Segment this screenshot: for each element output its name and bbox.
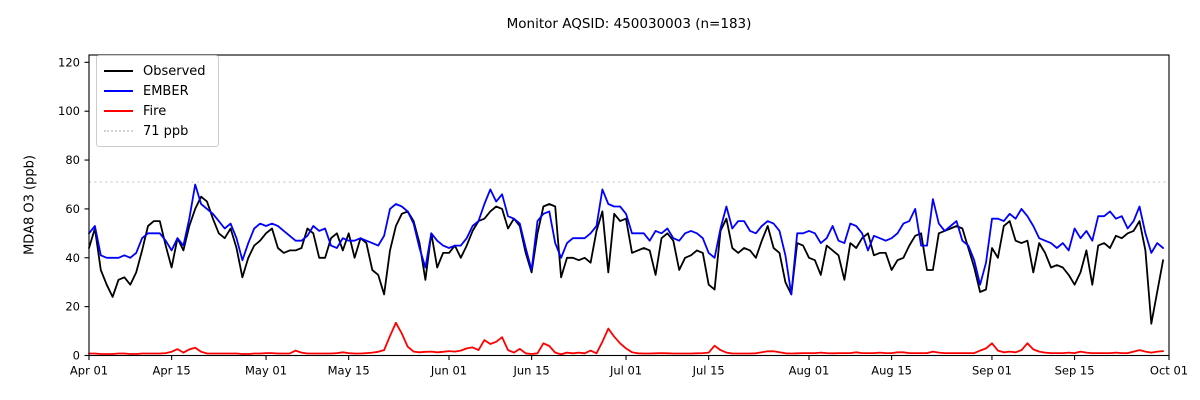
- y-tick-label: 60: [65, 202, 80, 216]
- threshold-line-swatch: [104, 130, 133, 132]
- x-tick-label: Jun 01: [430, 364, 467, 378]
- legend-label-fire: Fire: [143, 103, 167, 119]
- x-tick-label: Aug 15: [871, 364, 912, 378]
- x-tick-label: Sep 01: [972, 364, 1012, 378]
- legend-item-observed: Observed: [104, 61, 206, 81]
- y-tick-label: 120: [58, 55, 80, 69]
- legend-item-fire: Fire: [104, 101, 206, 121]
- y-tick-label: 100: [58, 104, 80, 118]
- series-line-fire: [88, 321, 1164, 356]
- y-tick-label: 80: [65, 153, 80, 167]
- legend-label-threshold: 71 ppb: [143, 123, 189, 139]
- legend: Observed EMBER Fire 71 ppb: [96, 55, 219, 147]
- x-tick-label: Jul 15: [692, 364, 725, 378]
- y-tick-label: 40: [65, 251, 80, 265]
- legend-item-ember: EMBER: [104, 81, 206, 101]
- x-tick-label: Jun 15: [512, 364, 549, 378]
- legend-item-threshold: 71 ppb: [104, 121, 206, 141]
- x-tick-label: May 01: [245, 364, 287, 378]
- chart-title: Monitor AQSID: 450030003 (n=183): [506, 16, 752, 32]
- x-tick-label: May 15: [328, 364, 370, 378]
- axes-box: [88, 54, 1170, 357]
- x-tick-label: Aug 01: [789, 364, 830, 378]
- x-tick-label: Oct 01: [1150, 364, 1188, 378]
- observed-line-swatch: [104, 70, 133, 72]
- y-tick-label: 0: [73, 349, 80, 363]
- x-tick-label: Sep 15: [1055, 364, 1095, 378]
- legend-label-observed: Observed: [143, 63, 206, 79]
- x-tick-label: Apr 01: [70, 364, 108, 378]
- series-line-ember: [88, 183, 1164, 296]
- ember-line-swatch: [104, 90, 133, 92]
- legend-label-ember: EMBER: [143, 83, 189, 99]
- y-axis-label: MDA8 O3 (ppb): [22, 155, 38, 255]
- x-tick-label: Apr 15: [153, 364, 191, 378]
- x-tick-label: Jul 01: [609, 364, 642, 378]
- y-tick-label: 20: [65, 300, 80, 314]
- series-line-observed: [88, 195, 1164, 325]
- fire-line-swatch: [104, 110, 133, 112]
